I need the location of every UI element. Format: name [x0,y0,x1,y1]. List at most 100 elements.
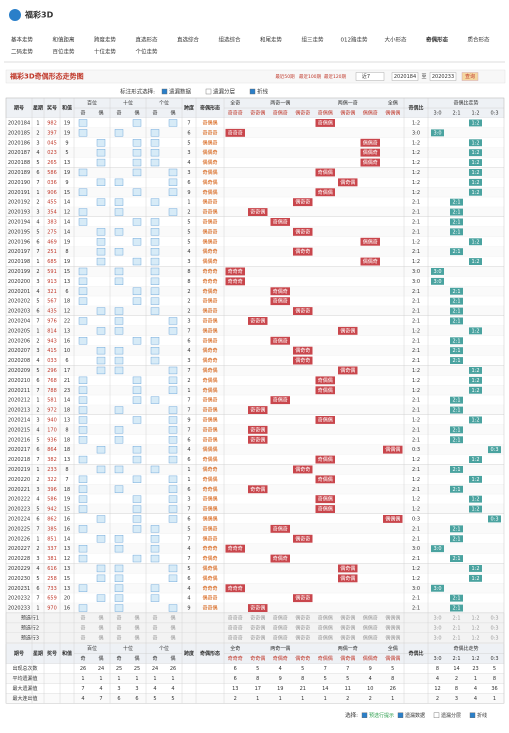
preselect-cell[interactable]: 偶奇偶 [340,634,355,641]
digit-hit [168,426,178,434]
nav-link[interactable]: 和值距离 [52,36,75,44]
recent-link[interactable]: 最近100期 [299,73,322,80]
checkbox[interactable] [433,712,440,718]
nav-link[interactable]: 组三走势 [301,36,324,44]
preselect-cell[interactable]: 2:1 [452,635,460,641]
nav-link[interactable]: 组选综合 [218,36,241,44]
nav-link[interactable]: 直选综合 [177,36,200,44]
preselect-cell[interactable]: 奇奇偶 [250,624,265,631]
preselect-cell[interactable]: 3:0 [433,625,441,631]
nav-link[interactable]: 质合形态 [467,36,490,44]
footer-option[interactable]: 遗漏分层 [441,712,461,719]
preselect-cell[interactable]: 奇偶偶 [318,634,333,641]
preselect-cell[interactable]: 1:2 [471,635,479,641]
ratio-hit-label: 2:1 [452,398,460,404]
nav-link[interactable]: 基本走势 [11,36,34,44]
checkbox[interactable] [161,88,168,95]
week: 2 [36,269,39,275]
preselect-cell[interactable]: 偶 [170,614,175,621]
preselect-cell[interactable]: 偶偶偶 [385,634,400,641]
week: 1 [36,606,39,612]
preselect-cell[interactable]: 2:1 [452,625,460,631]
preselect-cell[interactable]: 奇偶奇 [273,614,288,621]
nav-link[interactable]: 百位走势 [52,48,75,56]
preselect-cell[interactable]: 偶 [98,634,103,641]
preselect-cell[interactable]: 奇 [80,624,85,631]
preselect-cell[interactable]: 偶 [170,634,175,641]
digit-hit [150,267,160,276]
option-label[interactable]: 遗漏分层 [213,88,236,96]
preselect-cell[interactable]: 奇奇奇 [228,624,243,631]
recent-link[interactable]: 最近120期 [324,73,347,80]
preselect-cell[interactable]: 奇奇奇 [228,634,243,641]
preselect-cell[interactable]: 2:1 [452,615,460,621]
preselect-cell[interactable]: 0:3 [490,615,498,621]
preselect-cell[interactable]: 3:0 [433,615,441,621]
preselect-cell[interactable]: 偶 [98,614,103,621]
select-value[interactable]: 近7 [362,73,370,80]
to-value[interactable]: 2020233 [432,74,454,80]
preselect-cell[interactable]: 偶奇偶 [340,624,355,631]
preselect-cell[interactable]: 偶奇奇 [295,634,310,641]
preselect-cell[interactable]: 奇偶奇 [273,624,288,631]
preselect-cell[interactable]: 偶 [134,614,139,621]
preselect-cell[interactable]: 0:3 [490,635,498,641]
preselect-cell[interactable]: 偶 [134,634,139,641]
recent-link[interactable]: 最近50期 [275,73,295,80]
preselect-cell[interactable]: 奇 [80,614,85,621]
nav-link[interactable]: 直选形态 [135,36,158,44]
form-hit-label: 奇偶奇 [273,337,288,344]
preselect-cell[interactable]: 3:0 [433,635,441,641]
query-button-label[interactable]: 查询 [465,73,475,80]
footer-option[interactable]: 遗漏数据 [405,712,425,719]
preselect-cell[interactable]: 偶偶偶 [385,624,400,631]
preselect-cell[interactable]: 奇 [116,614,121,621]
preselect-cell[interactable]: 奇 [116,634,121,641]
preselect-cell[interactable]: 奇 [152,634,157,641]
checkbox[interactable] [361,712,368,718]
preselect-cell[interactable]: 奇 [116,624,121,631]
preselect-cell[interactable]: 奇 [80,634,85,641]
nav-link[interactable]: 个位走势 [135,48,158,56]
preselect-cell[interactable]: 偶偶奇 [363,624,378,631]
nav-link[interactable]: 奇偶形态 [426,36,449,44]
preselect-cell[interactable]: 奇 [152,624,157,631]
form-hit-label: 奇奇偶 [250,486,265,493]
checkbox[interactable] [397,712,404,718]
preselect-cell[interactable]: 偶 [134,624,139,631]
preselect-cell[interactable]: 偶奇偶 [340,614,355,621]
preselect-cell[interactable]: 偶 [170,624,175,631]
checkbox[interactable] [249,88,256,95]
preselect-cell[interactable]: 奇奇偶 [250,634,265,641]
option-label[interactable]: 折线 [257,88,269,96]
preselect-cell[interactable]: 偶偶奇 [363,614,378,621]
preselect-cell[interactable]: 偶偶偶 [385,614,400,621]
preselect-cell[interactable]: 偶奇奇 [295,624,310,631]
nav-link[interactable]: 十位走势 [94,48,117,56]
option-label[interactable]: 遗漏数据 [169,88,192,96]
preselect-cell[interactable]: 奇奇奇 [228,614,243,621]
preselect-cell[interactable]: 偶 [98,624,103,631]
preselect-cell[interactable]: 奇 [152,614,157,621]
footer-option[interactable]: 预选行提示 [369,712,394,719]
nav-link[interactable]: 012路走势 [341,36,368,44]
nav-link[interactable]: 和尾走势 [260,36,283,44]
footer-option[interactable]: 折线 [477,712,487,719]
preselect-cell[interactable]: 偶奇奇 [295,614,310,621]
checkbox[interactable] [469,712,476,718]
preselect-cell[interactable]: 偶偶奇 [363,634,378,641]
preselect-cell[interactable]: 奇偶奇 [273,634,288,641]
preselect-cell[interactable]: 0:3 [490,625,498,631]
preselect-cell[interactable]: 奇偶偶 [318,614,333,621]
nav-link[interactable]: 二码走势 [11,48,34,56]
header-label: 奇 [152,655,157,662]
from-value[interactable]: 2020184 [394,74,416,80]
preselect-cell[interactable]: 奇奇偶 [250,614,265,621]
checkbox[interactable] [205,88,212,95]
preselect-cell[interactable]: 奇偶偶 [318,624,333,631]
preselect-cell[interactable]: 1:2 [471,615,479,621]
nav-link[interactable]: 跨度走势 [94,36,117,44]
nav-link[interactable]: 大小形态 [384,36,407,44]
preselect-cell[interactable]: 1:2 [471,625,479,631]
digit-hit [96,465,106,474]
